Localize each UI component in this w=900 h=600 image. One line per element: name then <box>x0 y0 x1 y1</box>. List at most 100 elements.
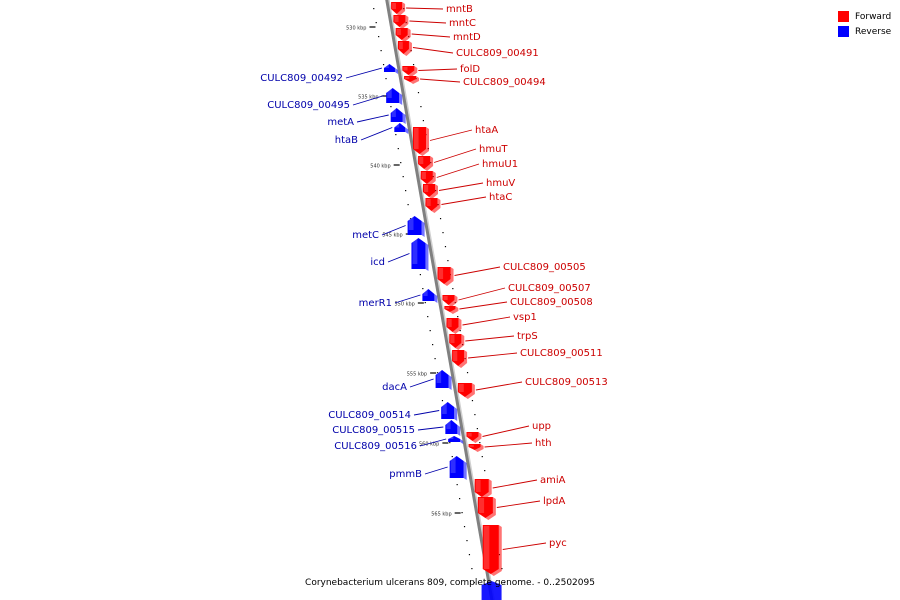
gene-culc809-00508[interactable] <box>444 306 459 314</box>
gene-culc809-00507[interactable] <box>442 295 458 307</box>
gene-hmut[interactable] <box>418 156 434 171</box>
gene-arrow-highlight <box>387 89 392 98</box>
gene-label-hth[interactable]: hth <box>535 438 552 449</box>
minor-tick <box>385 78 387 80</box>
gene-arrow-shade <box>472 432 482 443</box>
gene-hmuv[interactable] <box>422 184 438 199</box>
gene-label-lpda[interactable]: lpdA <box>543 496 565 507</box>
gene-culc809-00491[interactable] <box>397 41 412 56</box>
gene-arrow[interactable] <box>390 108 403 122</box>
gene-label-pmmb[interactable]: pmmB <box>389 469 422 480</box>
gene-mntd[interactable] <box>395 28 411 42</box>
gene-trps[interactable] <box>449 334 465 350</box>
gene-label-upp[interactable]: upp <box>532 421 551 432</box>
gene-culc809-00505[interactable] <box>437 267 454 286</box>
gene-fold[interactable] <box>402 66 418 77</box>
gene-arrow[interactable] <box>445 420 458 434</box>
gene-vsp1[interactable] <box>446 318 462 334</box>
gene-culc809-00495[interactable] <box>386 88 403 105</box>
gene-upp[interactable] <box>466 432 482 443</box>
gene-label-mntd[interactable]: mntD <box>453 32 481 43</box>
gene-arrow[interactable] <box>407 216 422 235</box>
gene-mntb[interactable] <box>391 2 406 16</box>
gene-culc809-00511[interactable] <box>452 350 468 368</box>
gene-arrow[interactable] <box>448 436 461 442</box>
gene-icd[interactable] <box>411 238 429 271</box>
gene-arrow-highlight <box>414 128 419 149</box>
gene-meta[interactable] <box>390 108 406 124</box>
gene-label-htaa[interactable]: htaA <box>475 125 498 136</box>
gene-label-icd[interactable]: icd <box>370 257 385 268</box>
gene-amia[interactable] <box>474 479 492 499</box>
gene-arrow[interactable] <box>435 370 449 388</box>
gene-daca[interactable] <box>435 370 452 390</box>
gene-htaa[interactable] <box>413 127 430 156</box>
gene-culc809-00492[interactable] <box>383 64 398 74</box>
gene-culc809-00516[interactable] <box>448 436 464 444</box>
gene-label-fold[interactable]: folD <box>460 64 480 75</box>
gene-label-daca[interactable]: dacA <box>382 382 407 393</box>
gene-arrow[interactable] <box>383 64 395 72</box>
gene-label-culc809-00516[interactable]: CULC809_00516 <box>334 441 417 452</box>
gene-label-hmut[interactable]: hmuT <box>479 144 508 155</box>
minor-tick <box>444 246 447 248</box>
legend-item-forward[interactable]: Forward <box>838 9 891 24</box>
gene-label-merr1[interactable]: merR1 <box>359 298 392 309</box>
gene-label-culc809-00513[interactable]: CULC809_00513 <box>525 377 608 388</box>
gene-label-culc809-00505[interactable]: CULC809_00505 <box>503 262 586 273</box>
gene-arrow[interactable] <box>394 123 406 132</box>
gene-label-hmuv[interactable]: hmuV <box>486 178 515 189</box>
gene-culc809-00494[interactable] <box>404 76 420 84</box>
gene-label-pyc[interactable]: pyc <box>549 538 567 549</box>
gene-htab[interactable] <box>394 123 409 134</box>
gene-hmuu1[interactable] <box>420 171 436 186</box>
gene-merr1[interactable] <box>422 289 438 303</box>
gene-arrow[interactable] <box>449 456 464 478</box>
minor-tick <box>476 428 478 430</box>
gene-label-htac[interactable]: htaC <box>489 192 512 203</box>
leader-line <box>420 78 461 83</box>
kbp-tick-label: 540 kbp <box>370 164 390 170</box>
gene-hth[interactable] <box>468 444 484 452</box>
gene-label-vsp1[interactable]: vsp1 <box>513 312 537 323</box>
gene-label-culc809-00508[interactable]: CULC809_00508 <box>510 297 593 308</box>
gene-arrow[interactable] <box>386 88 400 103</box>
gene-label-culc809-00514[interactable]: CULC809_00514 <box>328 410 411 421</box>
gene-label-culc809-00491[interactable]: CULC809_00491 <box>456 48 539 59</box>
gene-lpda[interactable] <box>477 497 496 520</box>
gene-label-htab[interactable]: htaB <box>335 135 358 146</box>
gene-metc[interactable] <box>407 216 425 237</box>
gene-mntc[interactable] <box>393 15 409 29</box>
minor-tick <box>452 288 454 290</box>
gene-arrow[interactable] <box>422 289 435 301</box>
gene-label-culc809-00515[interactable]: CULC809_00515 <box>332 425 415 436</box>
gene-culc809-00514[interactable] <box>441 402 458 421</box>
gene-label-mntb[interactable]: mntB <box>446 4 473 15</box>
gene-pmmb[interactable] <box>449 456 467 480</box>
gene-label-mntc[interactable]: mntC <box>449 18 476 29</box>
gene-pyc[interactable] <box>482 525 502 576</box>
gene-label-culc809-00494[interactable]: CULC809_00494 <box>463 77 546 88</box>
gene-offscreen[interactable] <box>481 581 502 600</box>
gene-arrow-shade <box>408 66 418 77</box>
gene-label-hmuu1[interactable]: hmuU1 <box>482 159 518 170</box>
gene-culc809-00513[interactable] <box>457 383 475 399</box>
leader-line <box>438 182 484 191</box>
gene-label-culc809-00511[interactable]: CULC809_00511 <box>520 348 603 359</box>
gene-label-trps[interactable]: trpS <box>517 331 538 342</box>
legend-item-reverse[interactable]: Reverse <box>838 24 891 39</box>
gene-label-culc809-00495[interactable]: CULC809_00495 <box>267 100 350 111</box>
gene-label-amia[interactable]: amiA <box>540 475 566 486</box>
kbp-tick-label: 535 kbp <box>358 95 378 101</box>
gene-culc809-00515[interactable] <box>445 420 461 436</box>
minor-tick <box>422 288 424 290</box>
gene-label-metc[interactable]: metC <box>352 230 379 241</box>
gene-label-culc809-00492[interactable]: CULC809_00492 <box>260 73 343 84</box>
gene-label-culc809-00507[interactable]: CULC809_00507 <box>508 283 591 294</box>
gene-arrow-shade <box>394 68 398 74</box>
gene-arrow-shade <box>424 156 434 171</box>
gene-arrow[interactable] <box>411 238 426 269</box>
gene-label-meta[interactable]: metA <box>327 117 354 128</box>
gene-htac[interactable] <box>425 198 441 213</box>
gene-arrow[interactable] <box>441 402 455 419</box>
